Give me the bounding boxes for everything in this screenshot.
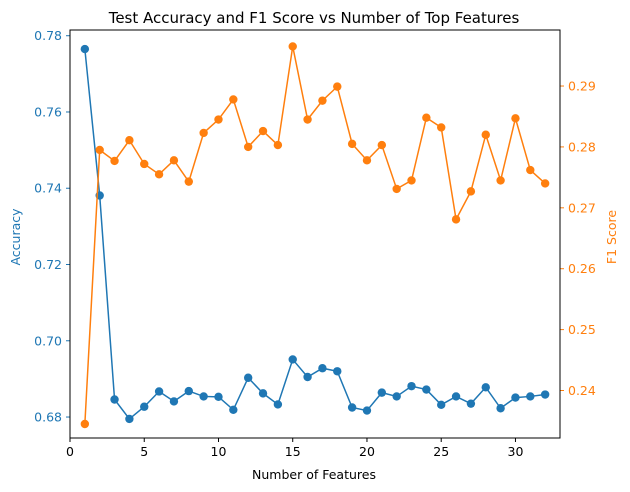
- f1-point: [125, 136, 134, 145]
- f1-point: [184, 177, 193, 186]
- accuracy-point: [437, 400, 446, 410]
- f1-point: [273, 140, 283, 150]
- accuracy-point: [110, 395, 119, 404]
- f1-point: [154, 170, 164, 179]
- f1-point: [407, 176, 416, 185]
- f1-point: [258, 126, 268, 136]
- x-tick-label: 15: [285, 444, 301, 459]
- f1-point: [333, 82, 342, 91]
- accuracy-point: [80, 44, 90, 54]
- accuracy-point: [214, 392, 223, 402]
- accuracy-point: [288, 355, 297, 364]
- f1-point: [511, 114, 520, 123]
- accuracy-point: [154, 387, 164, 396]
- accuracy-point: [540, 390, 550, 399]
- right-y-tick-label: 0.26: [568, 261, 596, 276]
- right-y-axis-label: F1 Score: [604, 210, 619, 264]
- f1-point: [199, 128, 208, 138]
- left-y-tick-label: 0.70: [34, 333, 62, 348]
- x-axis-label: Number of Features: [252, 467, 376, 482]
- accuracy-point: [422, 385, 431, 394]
- right-y-tick-label: 0.25: [568, 322, 596, 337]
- chart-marks: 0 5 10 15 20 25 30 0.68 0.70 0.72 0.74 0.76 0.78 0.24…: [34, 28, 596, 459]
- f1-point: [451, 215, 461, 224]
- f1-point: [288, 42, 297, 51]
- accuracy-point: [140, 402, 149, 411]
- f1-point: [318, 96, 327, 105]
- accuracy-point: [125, 414, 134, 424]
- accuracy-point: [169, 397, 179, 406]
- left-y-tick-label: 0.74: [34, 181, 62, 196]
- plot-frame: [69, 29, 561, 439]
- f1-point: [140, 159, 149, 169]
- x-tick-label: 25: [433, 444, 449, 459]
- accuracy-point: [318, 364, 327, 373]
- f1-point: [303, 115, 312, 124]
- x-tick-label: 20: [359, 444, 375, 459]
- f1-point: [392, 184, 401, 194]
- accuracy-point: [243, 373, 253, 382]
- right-y-tick-label: 0.28: [568, 139, 596, 154]
- f1-series-line: [84, 46, 546, 425]
- f1-point: [214, 115, 223, 124]
- accuracy-point: [526, 392, 535, 401]
- accuracy-point: [258, 389, 268, 398]
- accuracy-point: [333, 367, 342, 376]
- accuracy-point: [199, 392, 208, 401]
- f1-point: [466, 187, 476, 196]
- accuracy-point: [451, 392, 461, 401]
- f1-point: [496, 176, 505, 185]
- chart-title: Test Accuracy and F1 Score vs Number of …: [108, 9, 520, 27]
- left-y-tick-label: 0.68: [34, 410, 62, 425]
- f1-point: [540, 179, 550, 188]
- accuracy-point: [511, 393, 520, 402]
- accuracy-point: [407, 381, 416, 391]
- accuracy-point: [496, 404, 505, 413]
- accuracy-point: [392, 392, 401, 401]
- accuracy-point: [273, 400, 283, 409]
- x-tick-label: 0: [66, 444, 74, 459]
- accuracy-point: [229, 405, 238, 414]
- left-y-tick-label: 0.72: [34, 257, 62, 272]
- accuracy-point: [377, 388, 387, 397]
- f1-point: [422, 113, 431, 122]
- accuracy-point: [481, 383, 490, 392]
- f1-point: [243, 142, 253, 152]
- right-y-tick-label: 0.27: [568, 200, 596, 215]
- f1-point: [481, 130, 490, 139]
- right-y-tick-label: 0.24: [568, 383, 596, 398]
- accuracy-point: [184, 386, 193, 396]
- f1-point: [110, 156, 119, 166]
- f1-point: [80, 419, 90, 429]
- accuracy-point: [303, 372, 312, 382]
- x-tick-label: 30: [508, 444, 524, 459]
- right-y-tick-label: 0.29: [568, 79, 596, 94]
- left-y-tick-label: 0.76: [34, 104, 62, 119]
- x-tick-label: 5: [140, 444, 148, 459]
- f1-point: [95, 145, 104, 155]
- x-tick-label: 10: [211, 444, 227, 459]
- left-y-tick-label: 0.78: [34, 28, 62, 43]
- left-y-axis-label: Accuracy: [8, 208, 23, 266]
- accuracy-point: [347, 403, 357, 412]
- f1-point: [437, 123, 446, 132]
- accuracy-series-line: [84, 48, 546, 421]
- accuracy-point: [466, 399, 476, 408]
- f1-point: [362, 156, 372, 165]
- f1-point: [229, 95, 238, 104]
- f1-point: [377, 140, 387, 150]
- f1-point: [347, 139, 357, 149]
- f1-point: [526, 165, 535, 175]
- accuracy-point: [362, 406, 372, 415]
- f1-point: [169, 156, 179, 165]
